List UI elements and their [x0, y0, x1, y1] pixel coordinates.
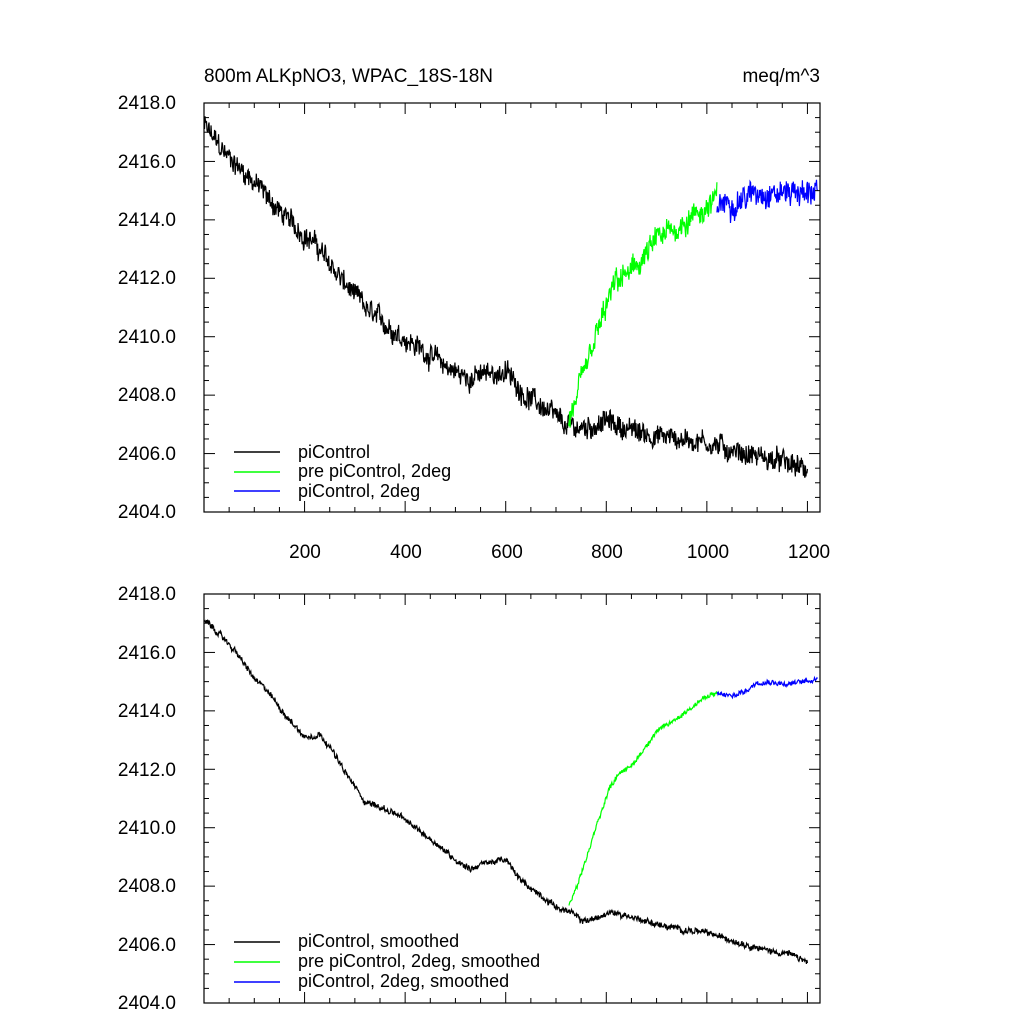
- legend-label: piControl, smoothed: [298, 931, 459, 951]
- y-tick-label: 2416.0: [118, 152, 176, 173]
- chart-title: 800m ALKpNO3, WPAC_18S-18N: [204, 66, 493, 87]
- y-tick-label: 2406.0: [118, 935, 176, 956]
- bottom-plot-series: [203, 619, 818, 964]
- bottom-y-tick-labels: 2404.0 2406.0 2408.0 2410.0 2412.0 2414.…: [118, 584, 176, 1014]
- y-tick-label: 2412.0: [118, 268, 176, 289]
- y-tick-label: 2418.0: [118, 93, 176, 114]
- y-tick-label: 2412.0: [118, 760, 176, 781]
- top-chart: 800m ALKpNO3, WPAC_18S-18N meq/m^3 2404.…: [118, 66, 830, 563]
- y-tick-label: 2410.0: [118, 327, 176, 348]
- x-tick-label: 200: [289, 542, 321, 563]
- series-line-picontrol-2deg-smoothed: [716, 675, 818, 700]
- series-line-picontrol-2deg: [716, 179, 819, 224]
- series-line-picontrol-smoothed: [203, 619, 809, 964]
- series-line-pre-picontrol-2deg: [567, 182, 718, 428]
- y-tick-label: 2410.0: [118, 818, 176, 839]
- y-tick-label: 2414.0: [118, 210, 176, 231]
- x-tick-label: 1200: [788, 542, 830, 563]
- top-axis-ticks: [204, 102, 820, 513]
- y-tick-label: 2408.0: [118, 385, 176, 406]
- x-tick-label: 800: [591, 542, 623, 563]
- y-tick-label: 2414.0: [118, 701, 176, 722]
- legend-label: piControl, 2deg, smoothed: [298, 971, 509, 991]
- chart-units: meq/m^3: [742, 66, 820, 87]
- series-line-pre-picontrol-2deg-smoothed: [568, 690, 718, 906]
- y-tick-label: 2404.0: [118, 502, 176, 523]
- series-line-picontrol: [203, 116, 809, 478]
- top-plot-frame: [203, 102, 821, 513]
- legend-label: piControl, 2deg: [298, 481, 420, 501]
- top-x-tick-labels: 200 400 600 800 1000 1200: [289, 542, 830, 563]
- y-tick-label: 2408.0: [118, 876, 176, 897]
- y-tick-label: 2418.0: [118, 584, 176, 605]
- y-tick-label: 2404.0: [118, 993, 176, 1014]
- top-plot-series: [203, 116, 819, 478]
- top-y-tick-labels: 2404.0 2406.0 2408.0 2410.0 2412.0 2414.…: [118, 93, 176, 523]
- x-tick-label: 600: [491, 542, 523, 563]
- x-tick-label: 400: [390, 542, 422, 563]
- bottom-chart: 2404.0 2406.0 2408.0 2410.0 2412.0 2414.…: [118, 584, 821, 1014]
- y-tick-label: 2416.0: [118, 643, 176, 664]
- y-tick-label: 2406.0: [118, 444, 176, 465]
- legend-label: pre piControl, 2deg, smoothed: [298, 951, 540, 971]
- top-legend: piControl pre piControl, 2deg piControl,…: [234, 442, 451, 501]
- x-tick-label: 1000: [687, 542, 729, 563]
- bottom-plot-frame: [203, 593, 821, 1004]
- legend-label: pre piControl, 2deg: [298, 461, 451, 481]
- bottom-legend: piControl, smoothed pre piControl, 2deg,…: [234, 931, 540, 991]
- legend-label: piControl: [298, 442, 370, 462]
